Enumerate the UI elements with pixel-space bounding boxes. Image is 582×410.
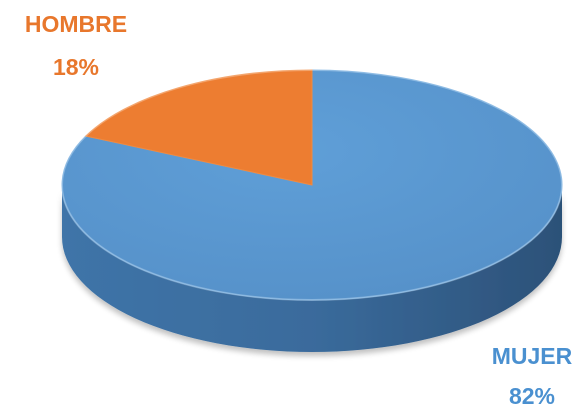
pie-top-rim: [61, 69, 563, 301]
data-label-hombre-value: 18%: [53, 54, 99, 80]
pie-side-wall: [62, 185, 562, 352]
data-label-mujer-value: 82%: [509, 383, 555, 405]
data-label-hombre-name: HOMBRE: [25, 11, 127, 37]
data-label-mujer-name: MUJER: [492, 343, 573, 369]
pie-slice-hombre: [84, 69, 313, 186]
